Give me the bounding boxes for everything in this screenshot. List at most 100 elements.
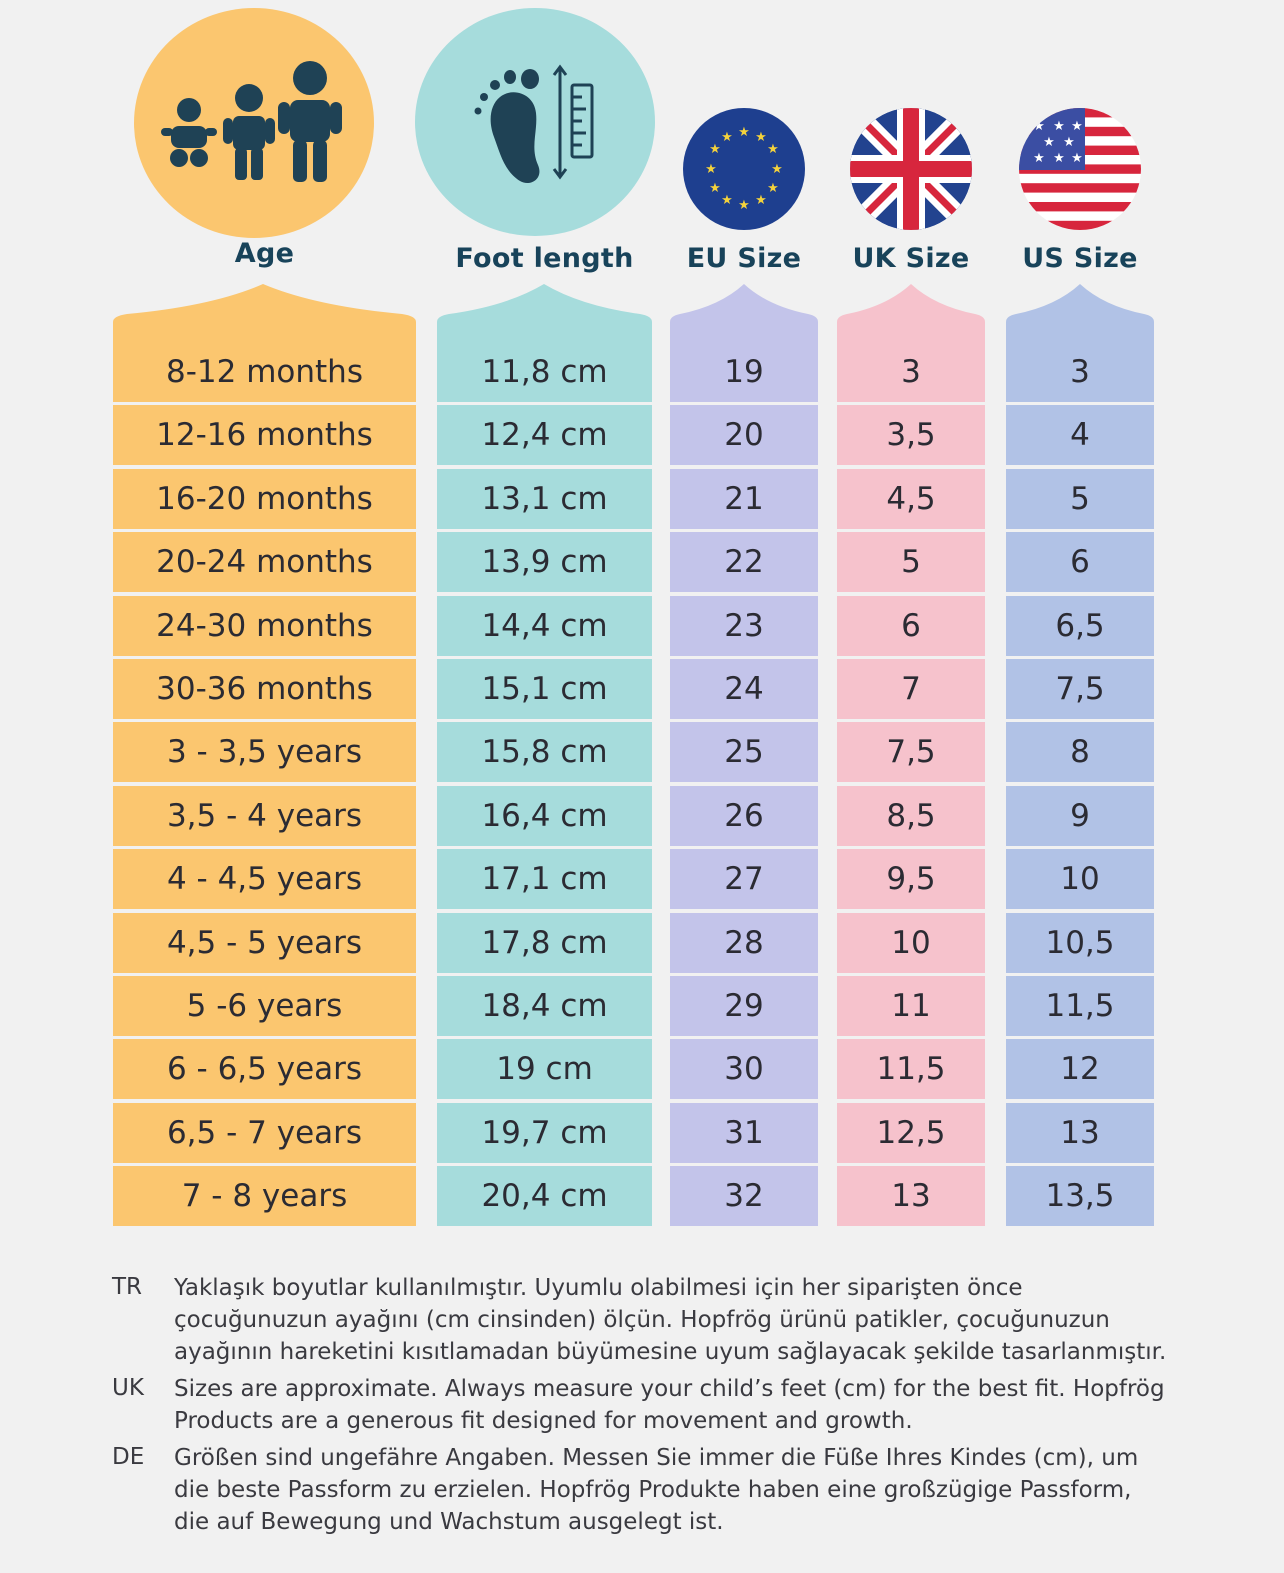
eu-pillar: 19 20 21 22 23 24 25 26 27 28 29 30 31 3… — [670, 282, 818, 1242]
us-cell: 4 — [1006, 405, 1154, 466]
age-cell: 20-24 months — [113, 532, 416, 593]
eu-cell: 19 — [670, 342, 818, 402]
eu-flag-icon: ★ ★★ ★★★ ★★★ ★★★ — [705, 125, 783, 213]
foot-cell: 18,4 cm — [437, 975, 652, 1036]
uk-cell: 13 — [837, 1166, 985, 1227]
foot-pillar: 11,8 cm 12,4 cm 13,1 cm 13,9 cm 14,4 cm … — [437, 282, 652, 1242]
age-cell: 4,5 - 5 years — [113, 912, 416, 973]
eu-cell: 22 — [670, 532, 818, 593]
foot-cell: 13,1 cm — [437, 468, 652, 529]
foot-cell: 17,1 cm — [437, 849, 652, 910]
us-cell: 13,5 — [1006, 1166, 1154, 1227]
us-size-header: US Size — [1022, 243, 1138, 274]
uk-cell: 12,5 — [837, 1102, 985, 1163]
uk-rows: 3 3,5 4,5 5 6 7 7,5 8,5 9,5 10 11 11,5 1… — [837, 342, 985, 1229]
foot-cell: 12,4 cm — [437, 405, 652, 466]
uk-flag-icon — [850, 108, 972, 230]
age-cell: 16-20 months — [113, 468, 416, 529]
note-de: DE Größen sind ungefähre Angaben. Messen… — [112, 1442, 1172, 1538]
age-cell: 4 - 4,5 years — [113, 849, 416, 910]
us-cell: 9 — [1006, 785, 1154, 846]
us-cell: 10 — [1006, 849, 1154, 910]
age-cell: 6,5 - 7 years — [113, 1102, 416, 1163]
svg-text:★: ★ — [771, 162, 783, 177]
foot-cell: 17,8 cm — [437, 912, 652, 973]
us-flag-circle: ★ ★ ★ ★ ★ ★ ★ ★ — [1019, 108, 1141, 230]
age-cell: 3,5 - 4 years — [113, 785, 416, 846]
eu-cell: 28 — [670, 912, 818, 973]
svg-text:★: ★ — [721, 130, 733, 145]
us-cell: 7,5 — [1006, 658, 1154, 719]
foot-icon-circle — [415, 8, 655, 236]
uk-cell: 7 — [837, 658, 985, 719]
us-pillar-cap — [1006, 284, 1154, 344]
note-uk: UK Sizes are approximate. Always measure… — [112, 1373, 1172, 1437]
children-icon — [161, 61, 342, 182]
eu-cell: 21 — [670, 468, 818, 529]
foot-cell: 16,4 cm — [437, 785, 652, 846]
svg-text:★: ★ — [755, 193, 767, 208]
foot-cell: 11,8 cm — [437, 342, 652, 402]
eu-cell: 24 — [670, 658, 818, 719]
note-tr: TR Yaklaşık boyutlar kullanılmıştır. Uyu… — [112, 1272, 1172, 1368]
foot-cell: 14,4 cm — [437, 595, 652, 656]
age-cell: 12-16 months — [113, 405, 416, 466]
age-cell: 30-36 months — [113, 658, 416, 719]
svg-text:★: ★ — [1033, 151, 1045, 166]
uk-cell: 6 — [837, 595, 985, 656]
svg-text:★: ★ — [755, 130, 767, 145]
us-cell: 11,5 — [1006, 975, 1154, 1036]
note-code: UK — [112, 1375, 144, 1401]
svg-text:★: ★ — [1043, 135, 1055, 150]
eu-cell: 31 — [670, 1102, 818, 1163]
uk-cell: 11,5 — [837, 1039, 985, 1100]
eu-cell: 32 — [670, 1166, 818, 1227]
us-cell: 10,5 — [1006, 912, 1154, 973]
foot-cell: 15,1 cm — [437, 658, 652, 719]
foot-rows: 11,8 cm 12,4 cm 13,1 cm 13,9 cm 14,4 cm … — [437, 342, 652, 1229]
size-notes: TR Yaklaşık boyutlar kullanılmıştır. Uyu… — [112, 1272, 1172, 1543]
svg-text:★: ★ — [721, 193, 733, 208]
note-text: Sizes are approximate. Always measure yo… — [174, 1376, 1165, 1434]
uk-pillar: 3 3,5 4,5 5 6 7 7,5 8,5 9,5 10 11 11,5 1… — [837, 282, 985, 1242]
uk-size-header: UK Size — [852, 243, 970, 274]
us-flag-icon: ★ ★ ★ ★ ★ ★ ★ ★ — [1019, 108, 1141, 230]
uk-cell: 5 — [837, 532, 985, 593]
age-cell: 6 - 6,5 years — [113, 1039, 416, 1100]
foot-pillar-cap — [437, 284, 652, 344]
foot-cell: 19,7 cm — [437, 1102, 652, 1163]
foot-cell: 15,8 cm — [437, 722, 652, 783]
svg-text:★: ★ — [738, 198, 750, 213]
svg-text:★: ★ — [767, 181, 779, 196]
eu-flag-circle: ★ ★ ★ ★ ★ ★ ★ ★ ★ ★ ★ ★ — [683, 108, 805, 230]
age-pillar: 8-12 months 12-16 months 16-20 months 20… — [113, 282, 416, 1242]
age-header: Age — [234, 238, 295, 269]
svg-text:★: ★ — [1033, 119, 1045, 134]
eu-cell: 26 — [670, 785, 818, 846]
age-icon — [134, 8, 374, 238]
us-cell: 6,5 — [1006, 595, 1154, 656]
age-cell: 8-12 months — [113, 342, 416, 402]
age-cell: 24-30 months — [113, 595, 416, 656]
us-cell: 13 — [1006, 1102, 1154, 1163]
us-rows: 3 4 5 6 6,5 7,5 8 9 10 10,5 11,5 12 13 1… — [1006, 342, 1154, 1229]
foot-cell: 19 cm — [437, 1039, 652, 1100]
age-pillar-cap — [113, 284, 416, 344]
foot-length-header: Foot length — [455, 243, 634, 274]
uk-flag-circle — [850, 108, 972, 230]
eu-cell: 20 — [670, 405, 818, 466]
svg-text:★: ★ — [1071, 151, 1083, 166]
us-pillar: 3 4 5 6 6,5 7,5 8 9 10 10,5 11,5 12 13 1… — [1006, 282, 1154, 1242]
us-cell: 12 — [1006, 1039, 1154, 1100]
uk-cell: 3,5 — [837, 405, 985, 466]
eu-cell: 30 — [670, 1039, 818, 1100]
svg-text:★: ★ — [1053, 151, 1065, 166]
svg-text:★: ★ — [705, 162, 717, 177]
uk-pillar-cap — [837, 284, 985, 344]
us-cell: 8 — [1006, 722, 1154, 783]
us-cell: 3 — [1006, 342, 1154, 402]
note-text: Yaklaşık boyutlar kullanılmıştır. Uyumlu… — [174, 1275, 1167, 1365]
svg-text:★: ★ — [738, 125, 750, 140]
note-code: DE — [112, 1444, 145, 1470]
uk-cell: 7,5 — [837, 722, 985, 783]
